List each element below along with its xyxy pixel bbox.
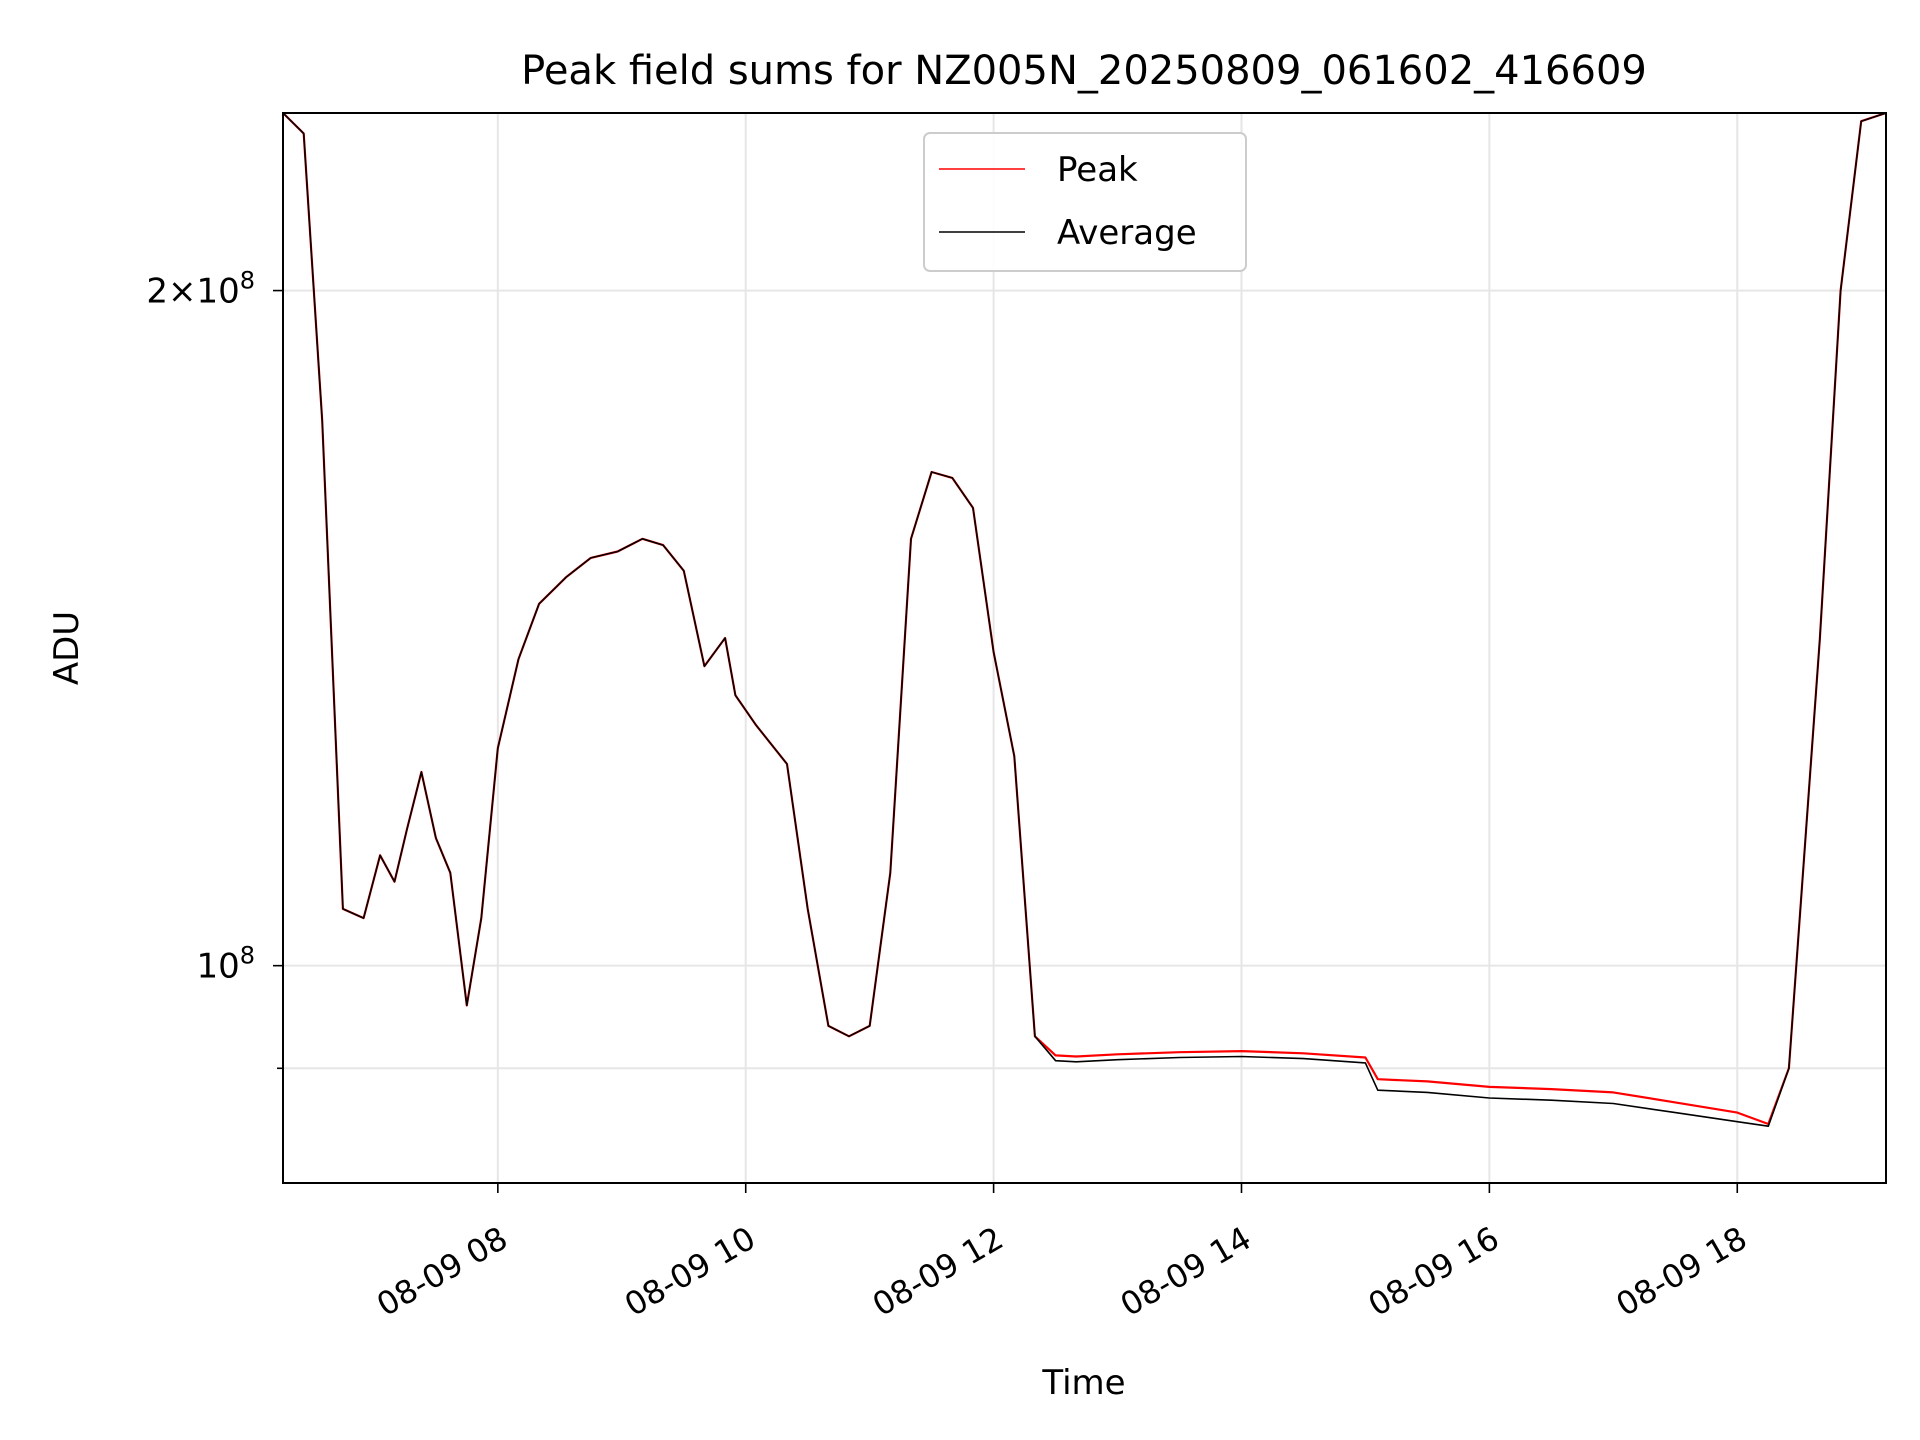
- series-lines: [283, 113, 1886, 1127]
- legend: Peak Average: [923, 132, 1247, 272]
- y-tick-label: 108: [196, 942, 255, 987]
- y-tick-label-exponent: 8: [240, 267, 255, 295]
- y-tick-label-base: 2×10: [146, 272, 239, 312]
- legend-label-peak: Peak: [1057, 150, 1138, 190]
- y-tick-label-base: 10: [196, 947, 239, 987]
- plot-frame: [282, 112, 1887, 1184]
- series-line-average: [283, 113, 1886, 1127]
- y-tick-label-exponent: 8: [240, 942, 255, 970]
- legend-label-average: Average: [1057, 213, 1197, 253]
- y-axis-label: ADU: [47, 611, 87, 685]
- chart-title: Peak field sums for NZ005N_20250809_0616…: [521, 48, 1647, 94]
- x-axis-label: Time: [1041, 1363, 1125, 1403]
- legend-box: [923, 132, 1247, 272]
- y-tick-label: 2×108: [146, 267, 255, 312]
